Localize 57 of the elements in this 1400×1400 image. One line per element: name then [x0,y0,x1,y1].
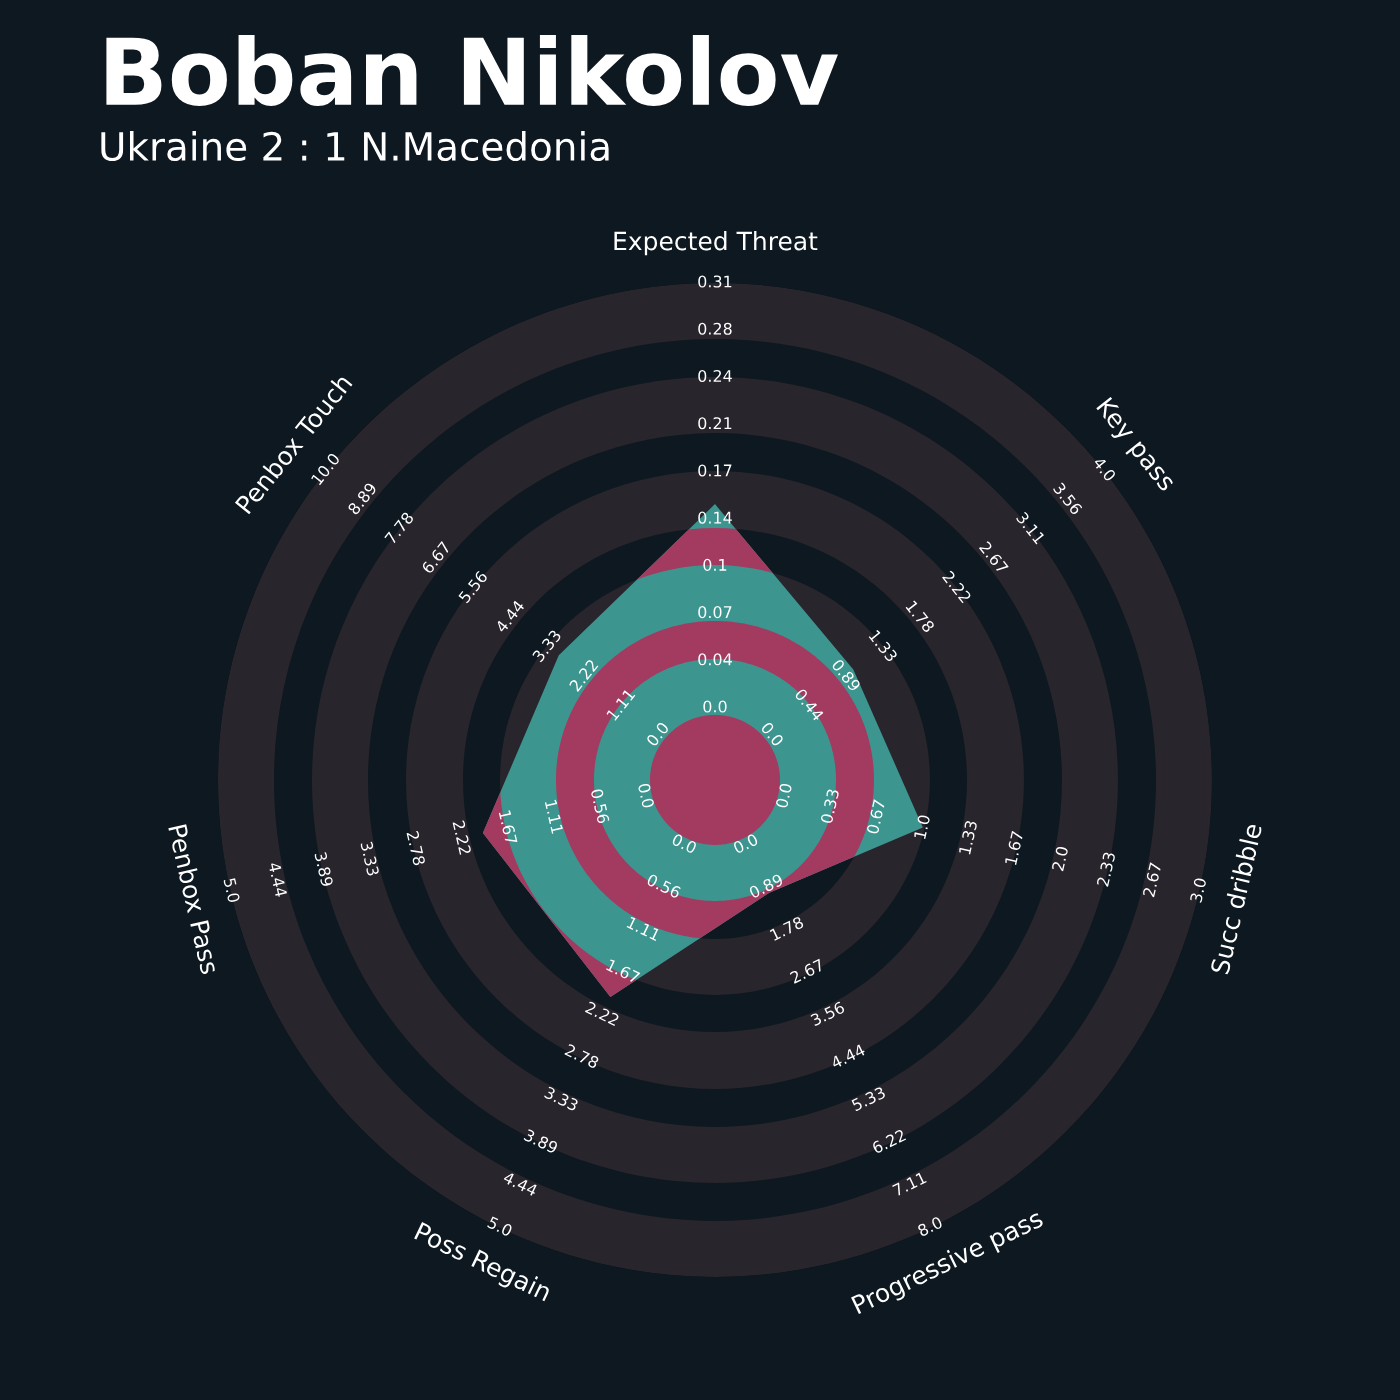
text: 2.22 [584,1001,620,1026]
spoke-label: Expected Threat [614,231,818,256]
text: 6.22 [871,1128,907,1155]
text: 2.78 [564,1043,600,1069]
text: 1.0 [913,814,931,840]
text: 2.0 [1051,846,1069,872]
text: 0.0 [732,833,759,855]
text: 5.33 [851,1086,887,1112]
text: 7.11 [892,1171,927,1197]
chart-subtitle: Ukraine 2 : 1 N.Macedonia [101,130,609,162]
text: 0.0 [637,782,655,809]
text: 3.56 [810,1001,846,1027]
text: 0.89 [748,873,784,899]
text: 0.56 [590,788,610,824]
text: 3.33 [543,1086,579,1112]
text: 4.0 [1092,456,1117,483]
text: 8.0 [916,1215,944,1237]
text: 3.89 [523,1128,559,1155]
spoke-label: Penbox Pass [168,824,221,975]
text: 0.31 [698,275,732,288]
text: 2.78 [406,830,426,866]
text: 1.67 [605,958,641,984]
text: 2.33 [1096,851,1116,887]
text: 4.44 [502,1171,539,1197]
text: 4.44 [268,861,288,898]
text: 0.17 [698,464,732,477]
text: 1.67 [1004,830,1024,866]
text: 0.1 [703,558,727,571]
text: 3.0 [1189,877,1207,903]
text: 0.0 [671,833,698,855]
text: 3.33 [360,841,380,877]
text: 0.0 [703,700,727,713]
text: 2.67 [1142,862,1162,898]
text: 0.67 [866,799,886,835]
text: 0.0 [645,721,670,748]
text: 1.33 [958,820,978,855]
text: 0.07 [698,606,732,619]
text: 1.11 [544,799,564,834]
text: 5.0 [223,877,241,903]
text: 2.67 [789,958,825,984]
spoke-label: Succ dribble [1209,822,1263,975]
text: 1.78 [769,915,805,942]
text: 0.24 [698,369,732,383]
text: 2.22 [452,820,472,855]
text: 1.67 [498,810,518,845]
text: 0.21 [698,417,732,430]
text: 5.0 [487,1216,514,1237]
text: 3.89 [314,851,334,887]
text: 4.44 [830,1043,866,1069]
text: 0.28 [698,322,732,335]
text: 0.04 [698,653,732,666]
text: 0.56 [646,873,682,899]
chart-title: Boban Nikolov [106,35,838,106]
text: 0.0 [775,782,793,809]
text: 0.0 [760,721,785,748]
text: 1.11 [626,916,661,941]
text: 0.33 [820,788,840,824]
